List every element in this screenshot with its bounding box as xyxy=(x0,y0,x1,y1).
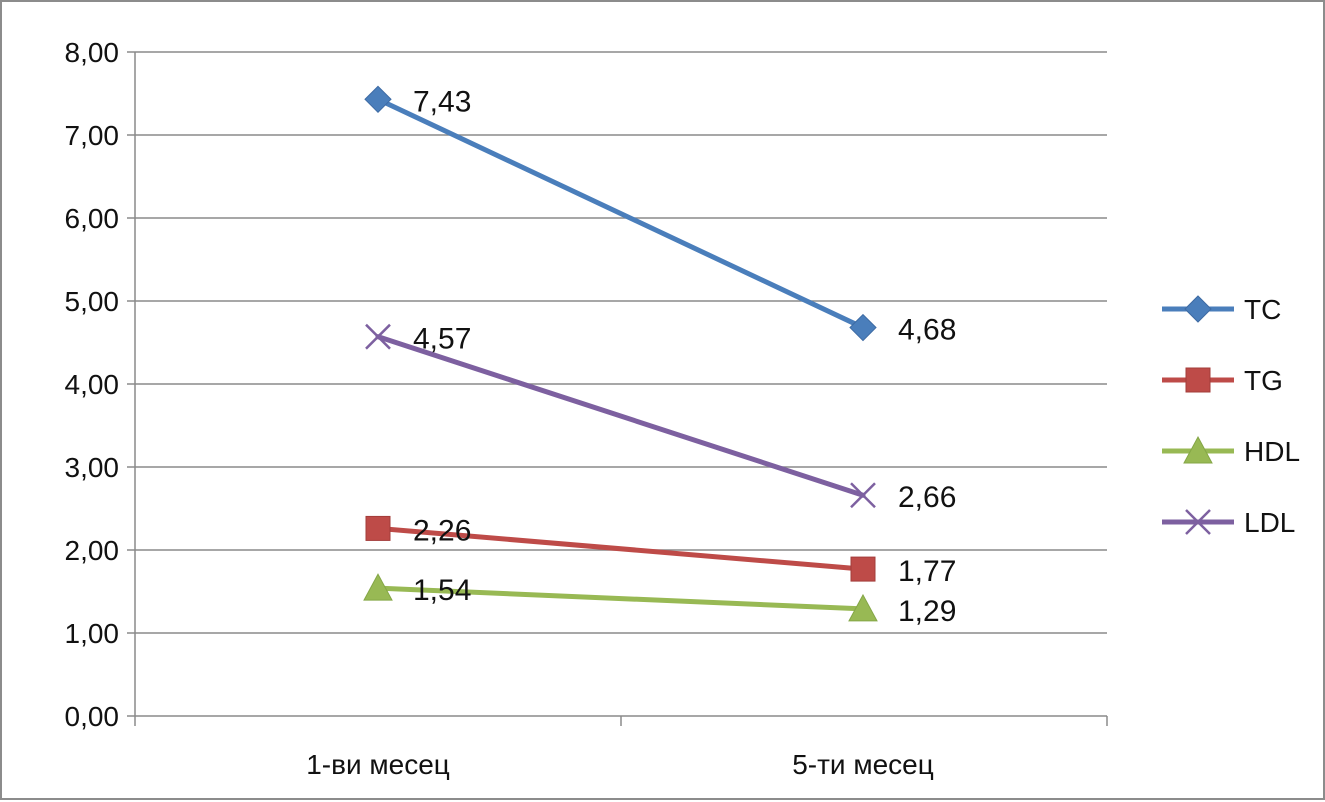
data-point-tg xyxy=(850,556,876,582)
gridlines xyxy=(135,51,1107,634)
data-point-ldl xyxy=(365,323,391,350)
y-tick-label: 5,00 xyxy=(65,286,120,317)
data-point-tg xyxy=(365,515,391,541)
x-tick-label: 5-ти месец xyxy=(792,749,934,780)
legend-item-ldl: LDL xyxy=(1162,507,1295,538)
y-tick-label: 1,00 xyxy=(65,618,120,649)
series-lines xyxy=(363,85,878,622)
legend-marker xyxy=(1185,367,1211,393)
series-line-tc xyxy=(375,96,866,331)
data-point-tc xyxy=(849,313,877,342)
data-point-ldl xyxy=(850,482,876,509)
legend-label: TC xyxy=(1244,294,1281,325)
legend-label: HDL xyxy=(1244,436,1300,467)
y-tick-label: 3,00 xyxy=(65,452,120,483)
series-line-hdl xyxy=(375,585,866,612)
data-label-ldl: 2,66 xyxy=(898,481,956,514)
data-label-tg: 2,26 xyxy=(413,514,471,547)
data-label-tc: 7,43 xyxy=(413,85,471,118)
legend-label: TG xyxy=(1244,365,1283,396)
y-tick-label: 6,00 xyxy=(65,203,120,234)
data-label-tc: 4,68 xyxy=(898,314,956,347)
legend-marker xyxy=(1183,435,1213,464)
legend-item-tc: TC xyxy=(1162,294,1281,325)
data-label-tg: 1,77 xyxy=(898,555,956,588)
y-tick-label: 8,00 xyxy=(65,37,120,68)
y-tick-label: 4,00 xyxy=(65,369,120,400)
y-tick-label: 2,00 xyxy=(65,535,120,566)
data-labels: 7,43 4,68 2,26 1,77 1,54 1,29 4,57 2,66 xyxy=(413,85,956,628)
data-point-hdl xyxy=(848,593,878,622)
data-point-hdl xyxy=(363,573,393,601)
data-label-hdl: 1,54 xyxy=(413,574,471,607)
legend-label: LDL xyxy=(1244,507,1295,538)
legend-marker xyxy=(1184,295,1212,323)
data-label-hdl: 1,29 xyxy=(898,595,956,628)
legend-item-tg: TG xyxy=(1162,365,1283,396)
axes: 0,00 1,00 2,00 3,00 4,00 5,00 6,00 7,00 8,00 1-ви… xyxy=(65,37,1108,780)
series-line-ldl xyxy=(375,334,866,498)
data-label-ldl: 4,57 xyxy=(413,323,471,356)
legend-item-hdl: HDL xyxy=(1162,435,1300,467)
data-point-tc xyxy=(364,85,392,114)
x-tick-label: 1-ви месец xyxy=(306,749,450,780)
series-line-tg xyxy=(375,525,866,572)
y-tick-label: 0,00 xyxy=(65,701,120,732)
y-tick-label: 7,00 xyxy=(65,120,120,151)
legend: TC TG HDL LDL xyxy=(1162,294,1300,538)
legend-marker xyxy=(1185,509,1211,535)
